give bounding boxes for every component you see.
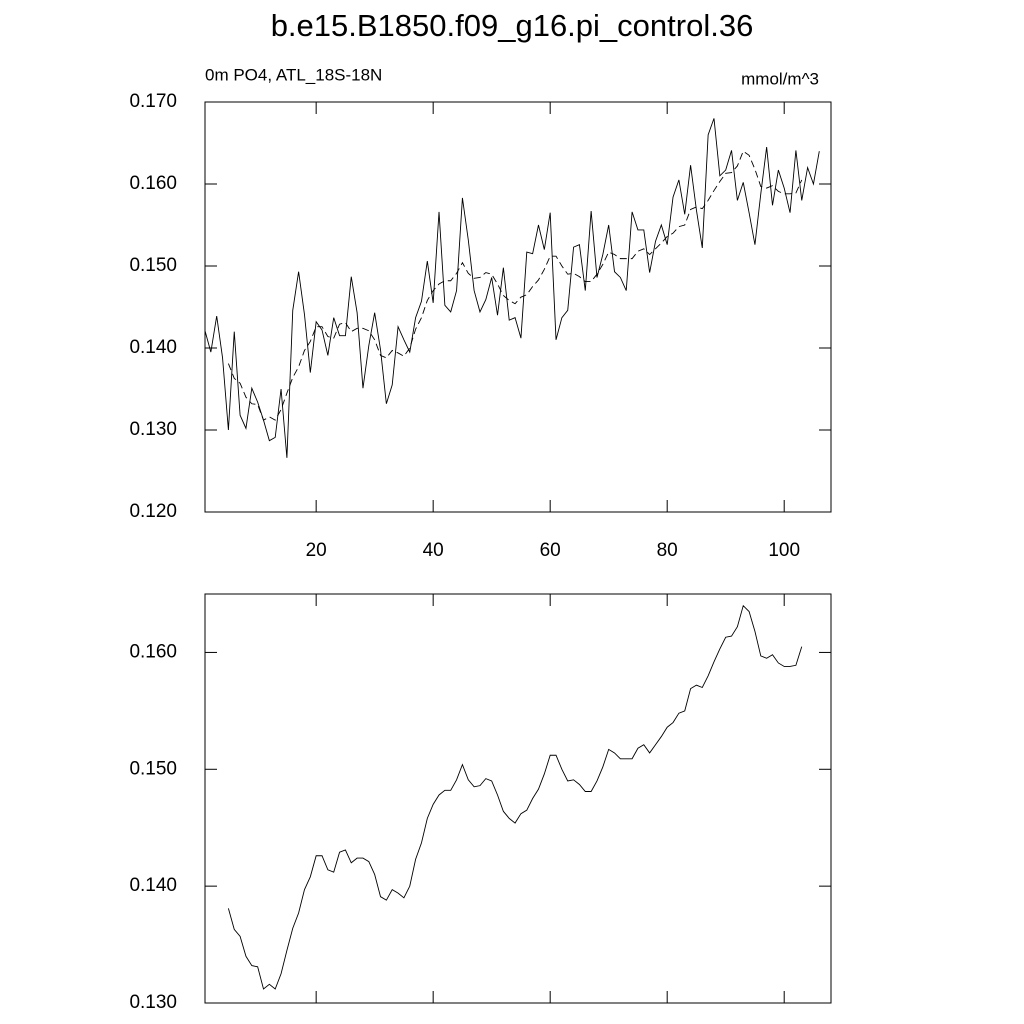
subtitle-left: 0m PO4, ATL_18S-18N bbox=[205, 65, 382, 84]
y-tick-label: 0.160 bbox=[129, 173, 177, 194]
y-tick-label: 0.160 bbox=[129, 641, 177, 662]
data-line bbox=[227, 604, 803, 990]
y-tick-label: 0.170 bbox=[129, 91, 177, 112]
y-tick-label: 0.120 bbox=[129, 501, 177, 522]
y-tick-label: 0.150 bbox=[129, 758, 177, 779]
data-line bbox=[227, 150, 803, 421]
y-tick-label: 0.130 bbox=[129, 992, 177, 1013]
plot-frame bbox=[204, 101, 832, 513]
x-tick-label: 80 bbox=[657, 540, 678, 561]
subtitle-right: mmol/m^3 bbox=[741, 69, 819, 88]
x-tick-label: 60 bbox=[540, 540, 561, 561]
x-tick-label: 100 bbox=[768, 540, 800, 561]
x-tick-label: 40 bbox=[423, 540, 444, 561]
y-tick-label: 0.130 bbox=[129, 419, 177, 440]
figure-title: b.e15.B1850.f09_g16.pi_control.36 bbox=[271, 8, 754, 43]
x-tick-label: 20 bbox=[306, 540, 327, 561]
y-tick-label: 0.140 bbox=[129, 875, 177, 896]
y-tick-label: 0.140 bbox=[129, 337, 177, 358]
plot-frame bbox=[204, 593, 832, 1004]
y-tick-label: 0.150 bbox=[129, 255, 177, 276]
data-line bbox=[204, 118, 820, 458]
